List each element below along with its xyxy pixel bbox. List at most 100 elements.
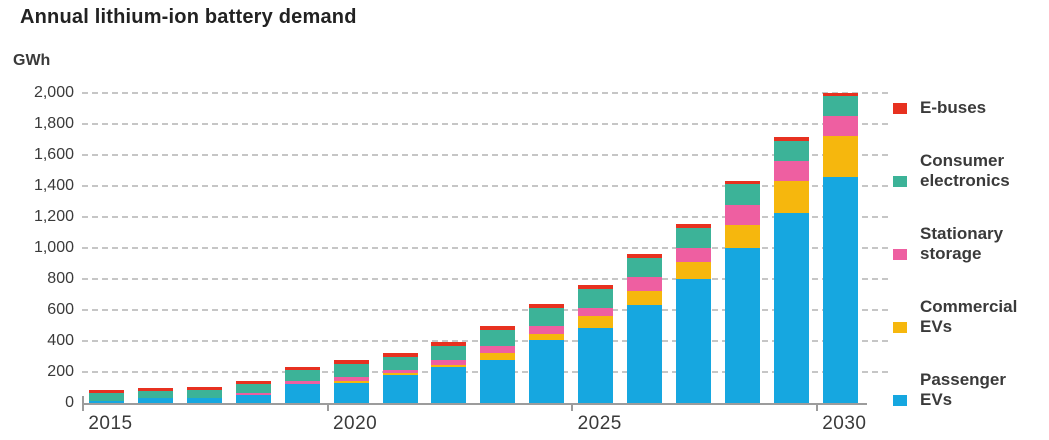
bar-segment-passenger-evs	[382, 375, 418, 403]
bar-segment-consumer-electronics	[529, 307, 565, 326]
bar-segment-consumer-electronics	[773, 141, 809, 162]
bar-2029	[773, 137, 809, 403]
bar-segment-commercial-evs	[578, 316, 614, 328]
bar-segment-consumer-electronics	[724, 184, 760, 205]
bar-segment-passenger-evs	[822, 177, 858, 403]
bar-group	[82, 93, 865, 403]
bar-2019	[284, 367, 320, 403]
bar-segment-e-buses	[186, 386, 222, 390]
bar-segment-passenger-evs	[773, 213, 809, 403]
gridline	[82, 185, 888, 187]
legend: E-buses Consumer electronics Stationary st…	[893, 98, 1028, 410]
bar-segment-consumer-electronics	[822, 96, 858, 117]
bar-segment-commercial-evs	[529, 334, 565, 341]
bar-segment-passenger-evs	[676, 279, 712, 403]
bar-2023	[480, 326, 516, 403]
bar-segment-consumer-electronics	[284, 370, 320, 381]
chart-title: Annual lithium-ion battery demand	[20, 6, 357, 28]
bar-segment-stationary-storage	[627, 276, 663, 291]
y-axis-tick-label: 1,800	[33, 115, 74, 132]
legend-label: Passenger EVs	[920, 370, 1006, 409]
bar-segment-consumer-electronics	[137, 390, 173, 399]
y-axis-tick-label: 800	[47, 270, 74, 287]
bar-segment-stationary-storage	[480, 345, 516, 354]
legend-swatch	[893, 103, 907, 114]
bar-segment-e-buses	[480, 326, 516, 331]
bar-segment-stationary-storage	[333, 377, 369, 381]
bar-segment-stationary-storage	[529, 325, 565, 335]
bar-segment-e-buses	[822, 93, 858, 97]
legend-item-passenger-evs: Passenger EVs	[893, 370, 1028, 410]
gridline	[82, 154, 888, 156]
bar-segment-consumer-electronics	[89, 392, 124, 401]
plot-area	[82, 92, 888, 405]
legend-label: E-buses	[920, 98, 987, 117]
x-axis-tick-label: 2015	[88, 413, 133, 434]
bar-2030	[822, 93, 858, 403]
legend-item-e-buses: E-buses	[893, 98, 1028, 118]
bar-segment-commercial-evs	[431, 365, 467, 368]
bar-segment-e-buses	[89, 389, 124, 393]
bar-segment-commercial-evs	[627, 290, 663, 306]
bar-segment-commercial-evs	[773, 180, 809, 214]
bar-segment-passenger-evs	[724, 248, 760, 403]
x-axis-tick	[815, 403, 818, 411]
x-axis-tick-label: 2025	[577, 413, 622, 434]
x-axis-tick	[82, 403, 84, 411]
legend-label: Commercial EVs	[920, 297, 1018, 336]
bar-segment-stationary-storage	[724, 204, 760, 225]
bar-2021	[382, 352, 418, 403]
gridline	[82, 123, 888, 125]
gridline	[82, 216, 888, 218]
bar-segment-commercial-evs	[333, 380, 369, 383]
bar-2015	[89, 389, 124, 403]
y-axis-tick-label: 2,000	[33, 84, 74, 101]
bar-2022	[431, 341, 467, 403]
x-axis-tick	[571, 403, 574, 411]
y-axis-tick-label: 1,000	[33, 239, 74, 256]
y-axis-tick-label: 600	[47, 301, 74, 318]
y-axis-tick-label: 400	[47, 332, 74, 349]
bar-segment-consumer-electronics	[627, 258, 663, 277]
bar-segment-consumer-electronics	[382, 356, 418, 370]
y-axis-tick-label: 200	[47, 363, 74, 380]
bar-segment-stationary-storage	[773, 161, 809, 181]
bar-2026	[627, 254, 663, 403]
bar-segment-passenger-evs	[235, 395, 271, 403]
bar-segment-stationary-storage	[431, 359, 467, 366]
legend-item-commercial-evs: Commercial EVs	[893, 297, 1028, 337]
bar-segment-passenger-evs	[529, 340, 565, 403]
bar-segment-e-buses	[431, 341, 467, 346]
legend-swatch	[893, 322, 907, 333]
bar-segment-stationary-storage	[822, 116, 858, 136]
bar-2017	[186, 386, 222, 403]
bar-segment-consumer-electronics	[431, 345, 467, 360]
bar-segment-stationary-storage	[382, 369, 418, 373]
bar-segment-passenger-evs	[89, 400, 124, 403]
bar-2024	[529, 303, 565, 403]
x-axis-tick	[326, 403, 329, 411]
gridline	[82, 247, 888, 249]
bar-segment-e-buses	[578, 285, 614, 290]
bar-2025	[578, 285, 614, 403]
y-axis-tick-label: 1,400	[33, 177, 74, 194]
bar-segment-e-buses	[676, 224, 712, 228]
bar-segment-consumer-electronics	[578, 289, 614, 308]
bar-segment-stationary-storage	[284, 380, 320, 384]
bar-2020	[333, 360, 369, 403]
bar-segment-e-buses	[235, 380, 271, 384]
bar-segment-stationary-storage	[578, 307, 614, 317]
legend-label: Stationary storage	[920, 224, 1004, 263]
bar-segment-passenger-evs	[627, 305, 663, 403]
bar-segment-passenger-evs	[578, 327, 614, 403]
y-axis-tick-label: 1,600	[33, 146, 74, 163]
bar-segment-consumer-electronics	[186, 389, 222, 398]
bar-segment-e-buses	[333, 360, 369, 365]
bar-segment-e-buses	[627, 254, 663, 259]
bar-segment-passenger-evs	[480, 359, 516, 403]
bar-segment-consumer-electronics	[480, 330, 516, 346]
bar-segment-stationary-storage	[235, 392, 271, 396]
bar-2016	[137, 387, 173, 403]
x-axis-start-tick	[82, 396, 84, 405]
legend-item-stationary-storage: Stationary storage	[893, 224, 1028, 264]
